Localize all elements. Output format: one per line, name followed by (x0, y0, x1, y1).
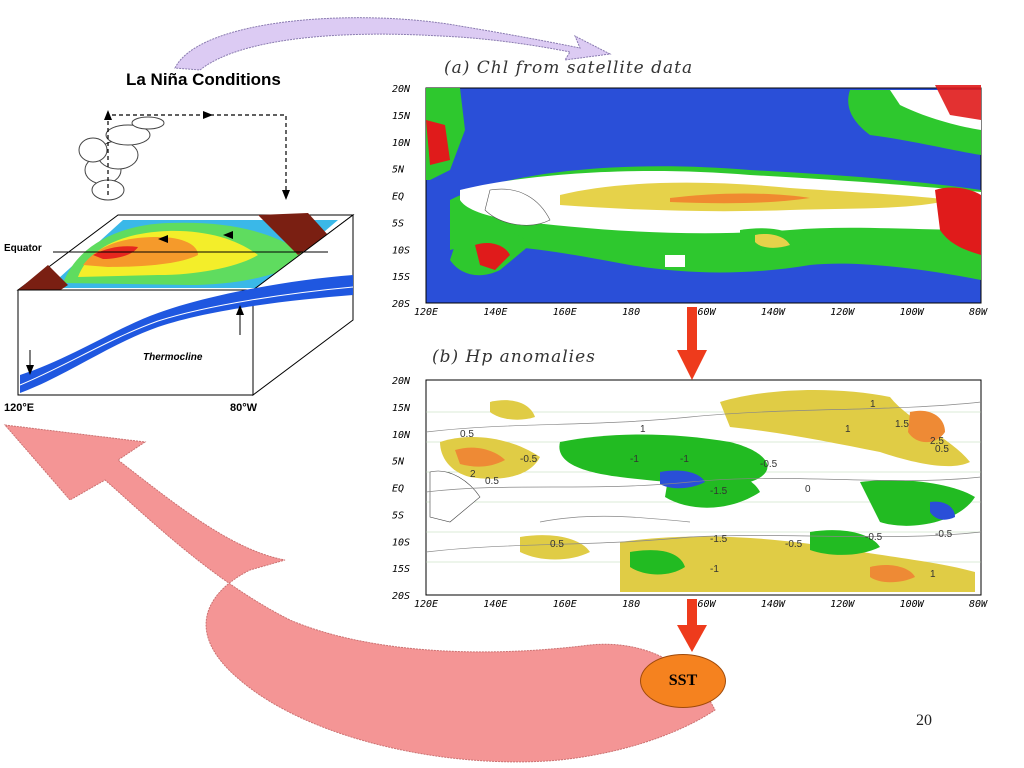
contour-label: -1 (710, 564, 719, 575)
diagram-graphic (16, 110, 355, 396)
thermocline-label: Thermocline (143, 352, 203, 363)
map-a-lon-ticks: 120E 140E 160E 180 160W 140W 120W 100W 80W (414, 307, 988, 318)
map-a-lon-tick: 80W (969, 307, 988, 318)
map-b-lon-tick: 140W (761, 599, 786, 610)
equator-label: Equator (4, 243, 42, 254)
contour-label: 0.5 (460, 429, 474, 440)
map-a-lat-tick: 20S (392, 299, 410, 310)
map-a-lat-tick: 5S (392, 218, 404, 229)
contour-label: 1 (930, 569, 936, 580)
contour-label: 1 (640, 424, 646, 435)
map-b-lat-tick: 15N (392, 403, 411, 414)
map-a-lon-tick: 160E (553, 307, 577, 318)
map-a-lat-tick: 20N (392, 84, 411, 95)
map-b-lat-tick: 15S (392, 564, 410, 575)
map-b-lon-tick: 140E (483, 599, 507, 610)
contour-label: -1.5 (710, 534, 728, 545)
cloud-icon (78, 116, 165, 201)
map-b-lon-tick: 120W (830, 599, 855, 610)
contour-label: 0.5 (550, 539, 564, 550)
map-b-lat-tick: 20S (392, 591, 410, 602)
la-nina-diagram: La Niña Conditions (4, 60, 358, 430)
map-b-lon-tick: 120E (414, 599, 438, 610)
map-b-title: (b) Hp anomalies (432, 347, 596, 367)
contour-label: -1.5 (710, 486, 728, 497)
contour-label: -0.5 (785, 539, 803, 550)
map-a-lon-tick: 160W (692, 307, 717, 318)
map-b-lon-tick: 180 (622, 599, 640, 610)
down-arrow-a-to-b (677, 307, 707, 380)
map-a-lat-tick: 15S (392, 272, 410, 283)
map-b-lat-tick: 10N (392, 430, 411, 441)
right-longitude-label: 80°W (230, 402, 258, 414)
sst-node: SST (640, 654, 726, 708)
map-a-lat-tick: 10S (392, 245, 410, 256)
map-b-lon-ticks: 120E 140E 160E 180 160W 140W 120W 100W 80W (414, 599, 988, 610)
map-a-lat-tick: 5N (392, 165, 405, 176)
contour-label: -0.5 (935, 529, 953, 540)
map-a-lon-tick: 140E (483, 307, 507, 318)
contour-label: -0.5 (865, 532, 883, 543)
contour-label: 2.5 (930, 436, 944, 447)
map-b-hp-anomalies: 20N 15N 10N 5N EQ 5S 10S 15S 20S 0.5 -0.5 0.5 1 2 -1 -… (392, 376, 988, 610)
contour-label: 1.5 (895, 419, 909, 430)
slide-page-number: 20 (916, 712, 932, 729)
map-b-lon-tick: 160W (692, 599, 717, 610)
map-b-lat-tick: 5S (392, 510, 404, 521)
map-a-lat-tick: 10N (392, 138, 411, 149)
map-a-lon-tick: 180 (622, 307, 640, 318)
contour-label: 1 (845, 424, 851, 435)
contour-label: 0 (805, 484, 811, 495)
map-a-lat-tick: 15N (392, 111, 411, 122)
map-a-lon-tick: 120W (830, 307, 855, 318)
contour-label: -0.5 (760, 459, 778, 470)
map-b-lat-tick: 10S (392, 537, 410, 548)
map-b-lon-tick: 160E (553, 599, 577, 610)
map-b-lat-tick: 5N (392, 457, 405, 468)
map-b-lat-ticks: 20N 15N 10N 5N EQ 5S 10S 15S 20S (392, 376, 411, 602)
contour-label: 0.5 (485, 476, 499, 487)
map-b-lon-tick: 100W (900, 599, 925, 610)
map-a-lon-tick: 100W (900, 307, 925, 318)
contour-label: 1 (870, 399, 876, 410)
map-a-lat-ticks: 20N 15N 10N 5N EQ 5S 10S 15S 20S (392, 84, 411, 310)
contour-label: -1 (680, 454, 689, 465)
left-longitude-label: 120°E (4, 402, 35, 414)
map-b-lat-tick: EQ (392, 484, 404, 495)
map-a-lat-tick: EQ (392, 192, 404, 203)
return-arrow (3, 424, 716, 763)
contour-label: 0.5 (935, 444, 949, 455)
map-a-title: (a) Chl from satellite data (444, 58, 694, 78)
map-b-lat-tick: 20N (392, 376, 411, 387)
map-a-chlorophyll: 20N 15N 10N 5N EQ 5S 10S 15S 20S 120E 140E 160E 180… (392, 84, 988, 318)
contour-label: -0.5 (520, 454, 538, 465)
map-b-lon-tick: 80W (969, 599, 988, 610)
contour-label: -1 (630, 454, 639, 465)
map-a-lon-tick: 120E (414, 307, 438, 318)
diagram-title: La Niña Conditions (126, 70, 281, 89)
down-arrow-b-to-sst (677, 599, 707, 652)
top-curved-arrow (174, 17, 612, 71)
contour-label: 2 (470, 469, 476, 480)
map-a-lon-tick: 140W (761, 307, 786, 318)
